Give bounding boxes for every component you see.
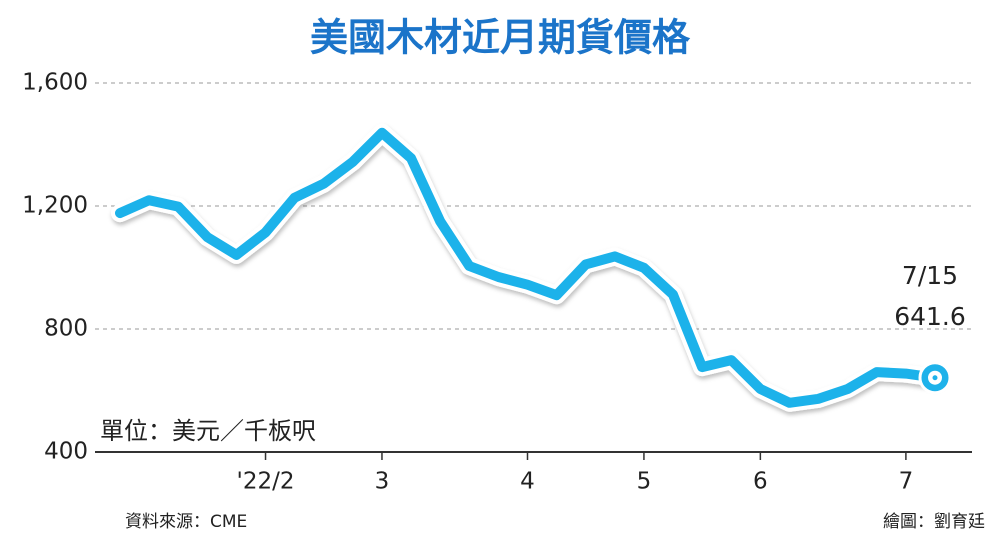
line [115,127,940,408]
line-group [111,123,944,412]
x-tick-label: 3 [375,469,390,495]
credit: 繪圖：劉育廷 [883,512,985,532]
x-tick-label: 7 [899,469,914,495]
x-tick-label: '22/2 [237,469,295,495]
x-tick-label: 6 [753,469,768,495]
end-marker-dot [932,375,938,381]
annotation-date: 7/15 [902,261,958,290]
x-tick-label: 4 [520,469,535,495]
y-tick-label: 1,200 [22,193,88,219]
x-tick-label: 5 [637,469,652,495]
y-tick-label: 400 [44,439,88,465]
y-tick-label: 800 [44,316,88,342]
chart-title: 美國木材近月期貨價格 [310,16,691,60]
y-tick-label: 1,600 [22,70,88,96]
source: 資料來源：CME [125,512,247,532]
unit-note: 單位：美元／千板呎 [100,417,316,445]
annotation-value: 641.6 [894,302,966,331]
